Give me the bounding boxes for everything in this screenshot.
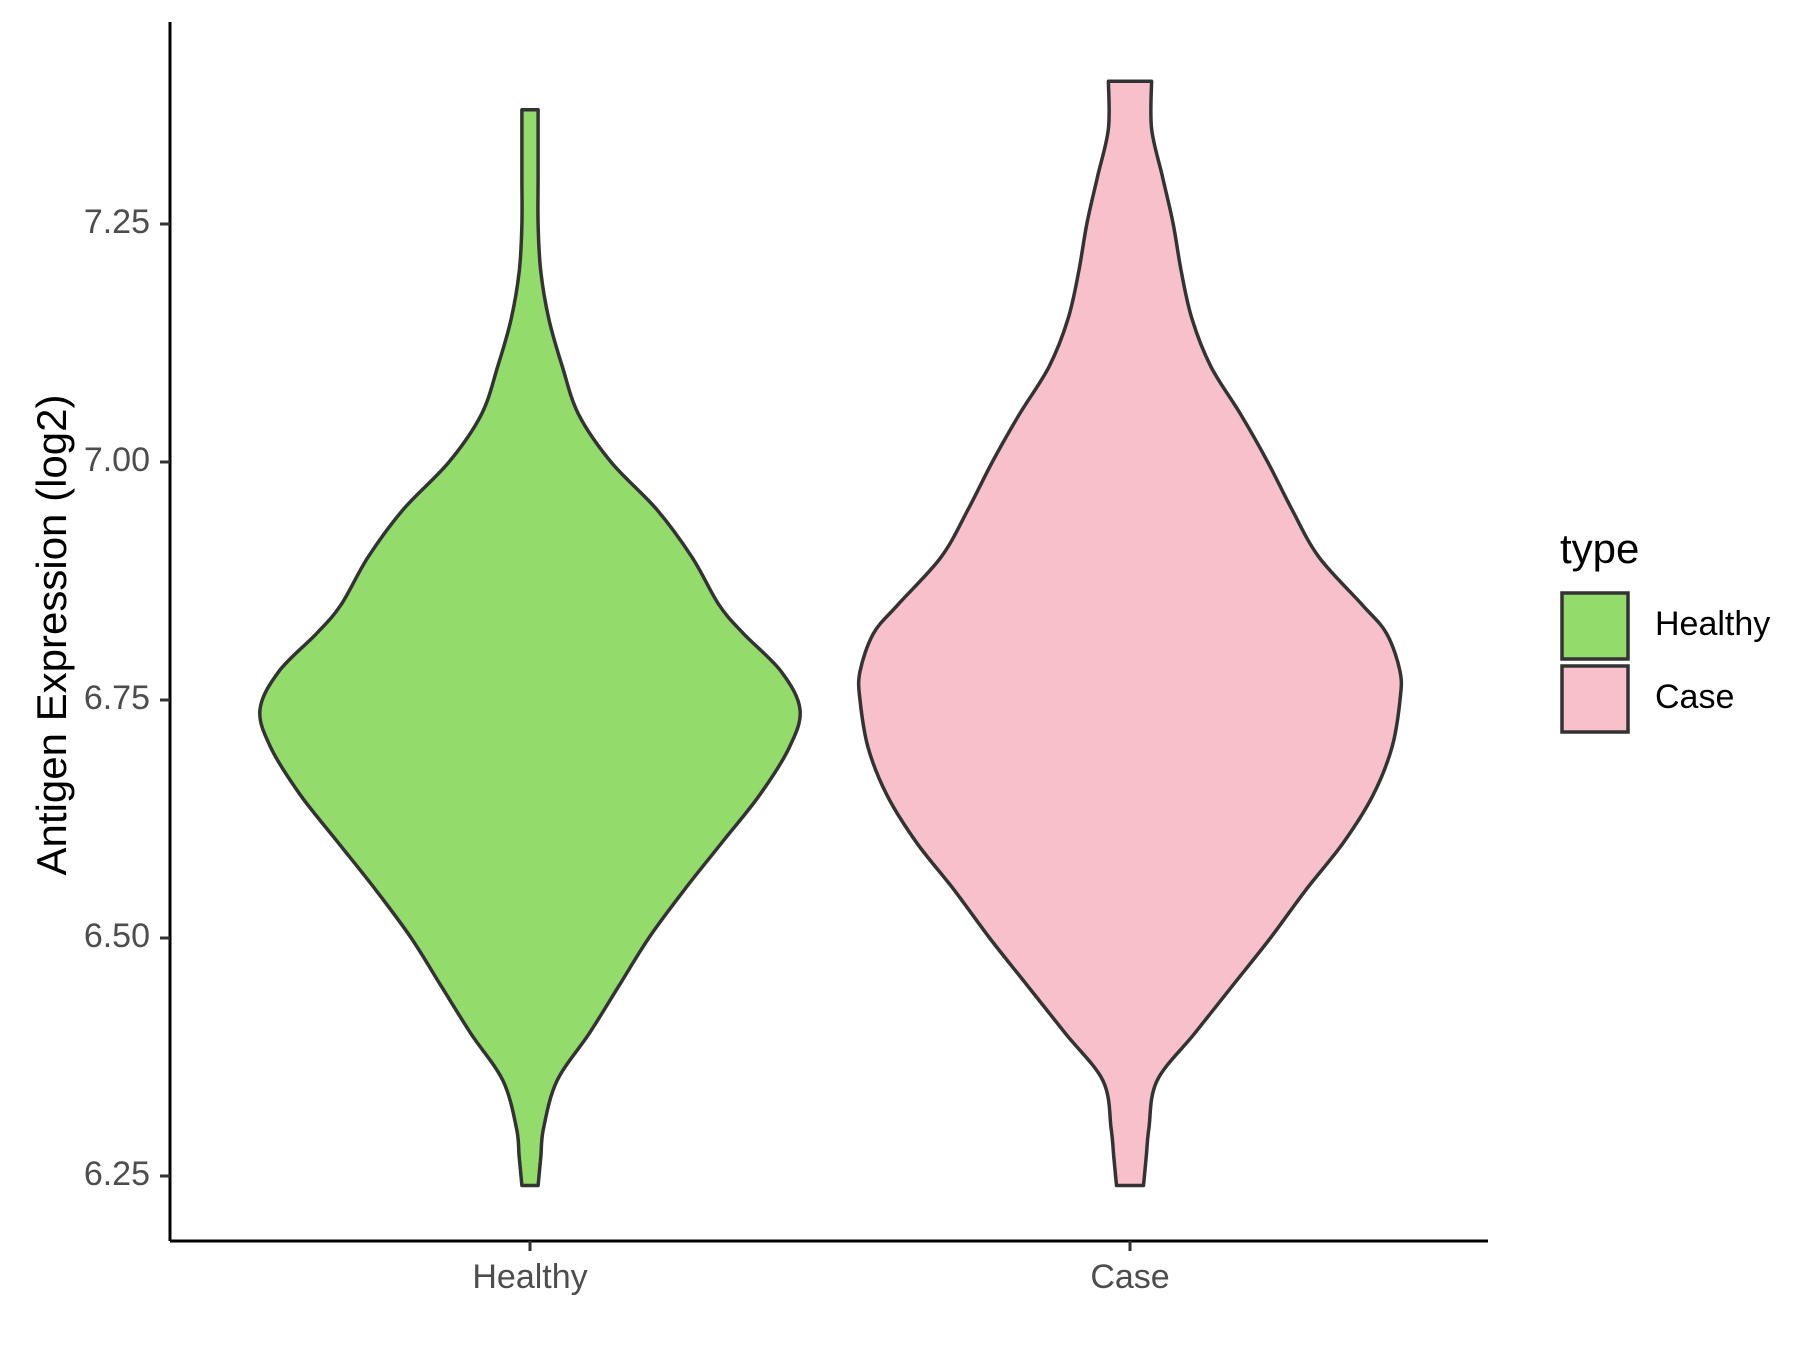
legend: type Healthy Case xyxy=(1560,525,1770,734)
legend-swatch-case xyxy=(1560,664,1630,734)
y-tick-label: 6.75 xyxy=(84,679,150,717)
y-tick-label: 6.50 xyxy=(84,917,150,955)
legend-items: Healthy Case xyxy=(1560,591,1770,734)
x-tick-label: Case xyxy=(1090,1258,1169,1296)
violins-layer xyxy=(258,79,1404,1188)
y-ticks: 6.25 6.50 6.75 7.00 7.25 xyxy=(84,203,170,1193)
violin-case xyxy=(856,79,1404,1188)
legend-swatch-healthy xyxy=(1560,591,1630,661)
y-tick-label: 6.25 xyxy=(84,1155,150,1193)
x-tick-label: Healthy xyxy=(472,1258,587,1296)
y-tick-label: 7.00 xyxy=(84,441,150,479)
y-axis-title: Antigen Expression (log2) xyxy=(28,395,75,876)
violin-healthy xyxy=(258,108,802,1188)
legend-label-case: Case xyxy=(1655,678,1734,716)
y-tick-label: 7.25 xyxy=(84,203,150,241)
legend-label-healthy: Healthy xyxy=(1655,605,1770,643)
legend-title: type xyxy=(1560,525,1639,572)
x-ticks: Healthy Case xyxy=(472,1241,1170,1296)
